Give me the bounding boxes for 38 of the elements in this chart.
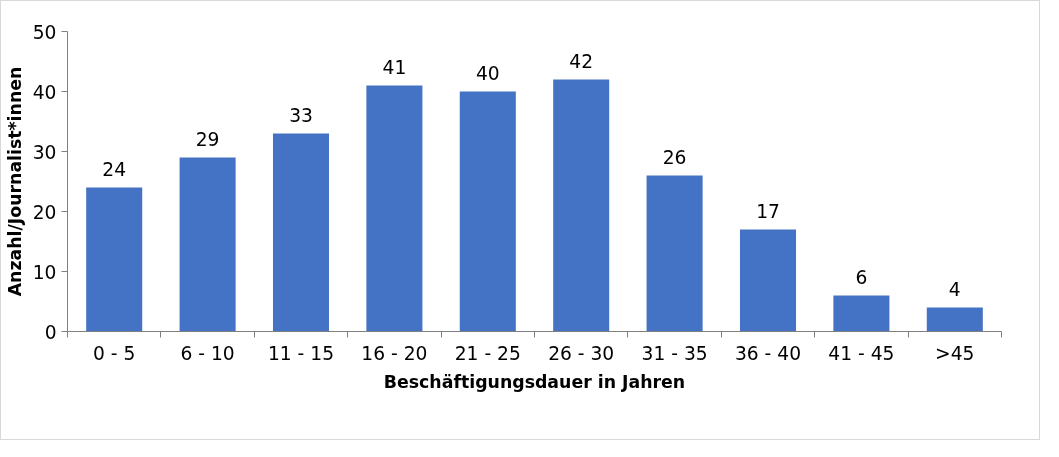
data-label: 33 — [289, 104, 313, 126]
x-tick-label: 31 - 35 — [641, 342, 708, 364]
bar — [739, 229, 797, 332]
x-tick-label: 16 - 20 — [361, 342, 428, 364]
data-label: 42 — [569, 50, 594, 72]
bar — [459, 91, 516, 332]
x-axis-title: Beschäftigungsdauer in Jahren — [383, 371, 686, 392]
bar — [272, 133, 330, 332]
y-tick-label: 0 — [44, 321, 57, 343]
y-tick-label: 50 — [32, 21, 57, 43]
bar — [179, 157, 236, 332]
data-label: 4 — [948, 278, 961, 300]
x-tick-label: 6 - 10 — [180, 342, 235, 364]
y-tick-label: 40 — [32, 81, 57, 103]
bar — [833, 295, 890, 332]
data-label: 17 — [756, 200, 780, 222]
y-axis-title: Anzahl/Journalist*innen — [4, 66, 25, 297]
data-label: 26 — [662, 146, 687, 168]
bar — [86, 187, 143, 332]
bar — [553, 79, 610, 332]
x-tick-label: 36 - 40 — [734, 342, 802, 364]
y-tick-label: 30 — [32, 141, 57, 163]
y-tick-label: 10 — [32, 261, 57, 283]
data-label: 24 — [102, 158, 127, 180]
data-label: 41 — [382, 56, 407, 78]
data-label: 6 — [855, 266, 868, 288]
bar — [926, 307, 983, 332]
x-tick-label: 21 - 25 — [454, 342, 521, 364]
y-tick-label: 20 — [32, 201, 57, 223]
data-label: 40 — [475, 62, 500, 84]
bar — [646, 175, 703, 332]
bar — [366, 85, 423, 332]
data-label: 29 — [195, 128, 220, 150]
x-tick-label: 41 - 45 — [828, 342, 895, 364]
x-tick-label: 26 - 30 — [548, 342, 615, 364]
x-tick-label: 11 - 15 — [267, 342, 335, 364]
x-tick-label: 0 - 5 — [93, 342, 136, 364]
x-tick-label: >45 — [935, 342, 975, 364]
